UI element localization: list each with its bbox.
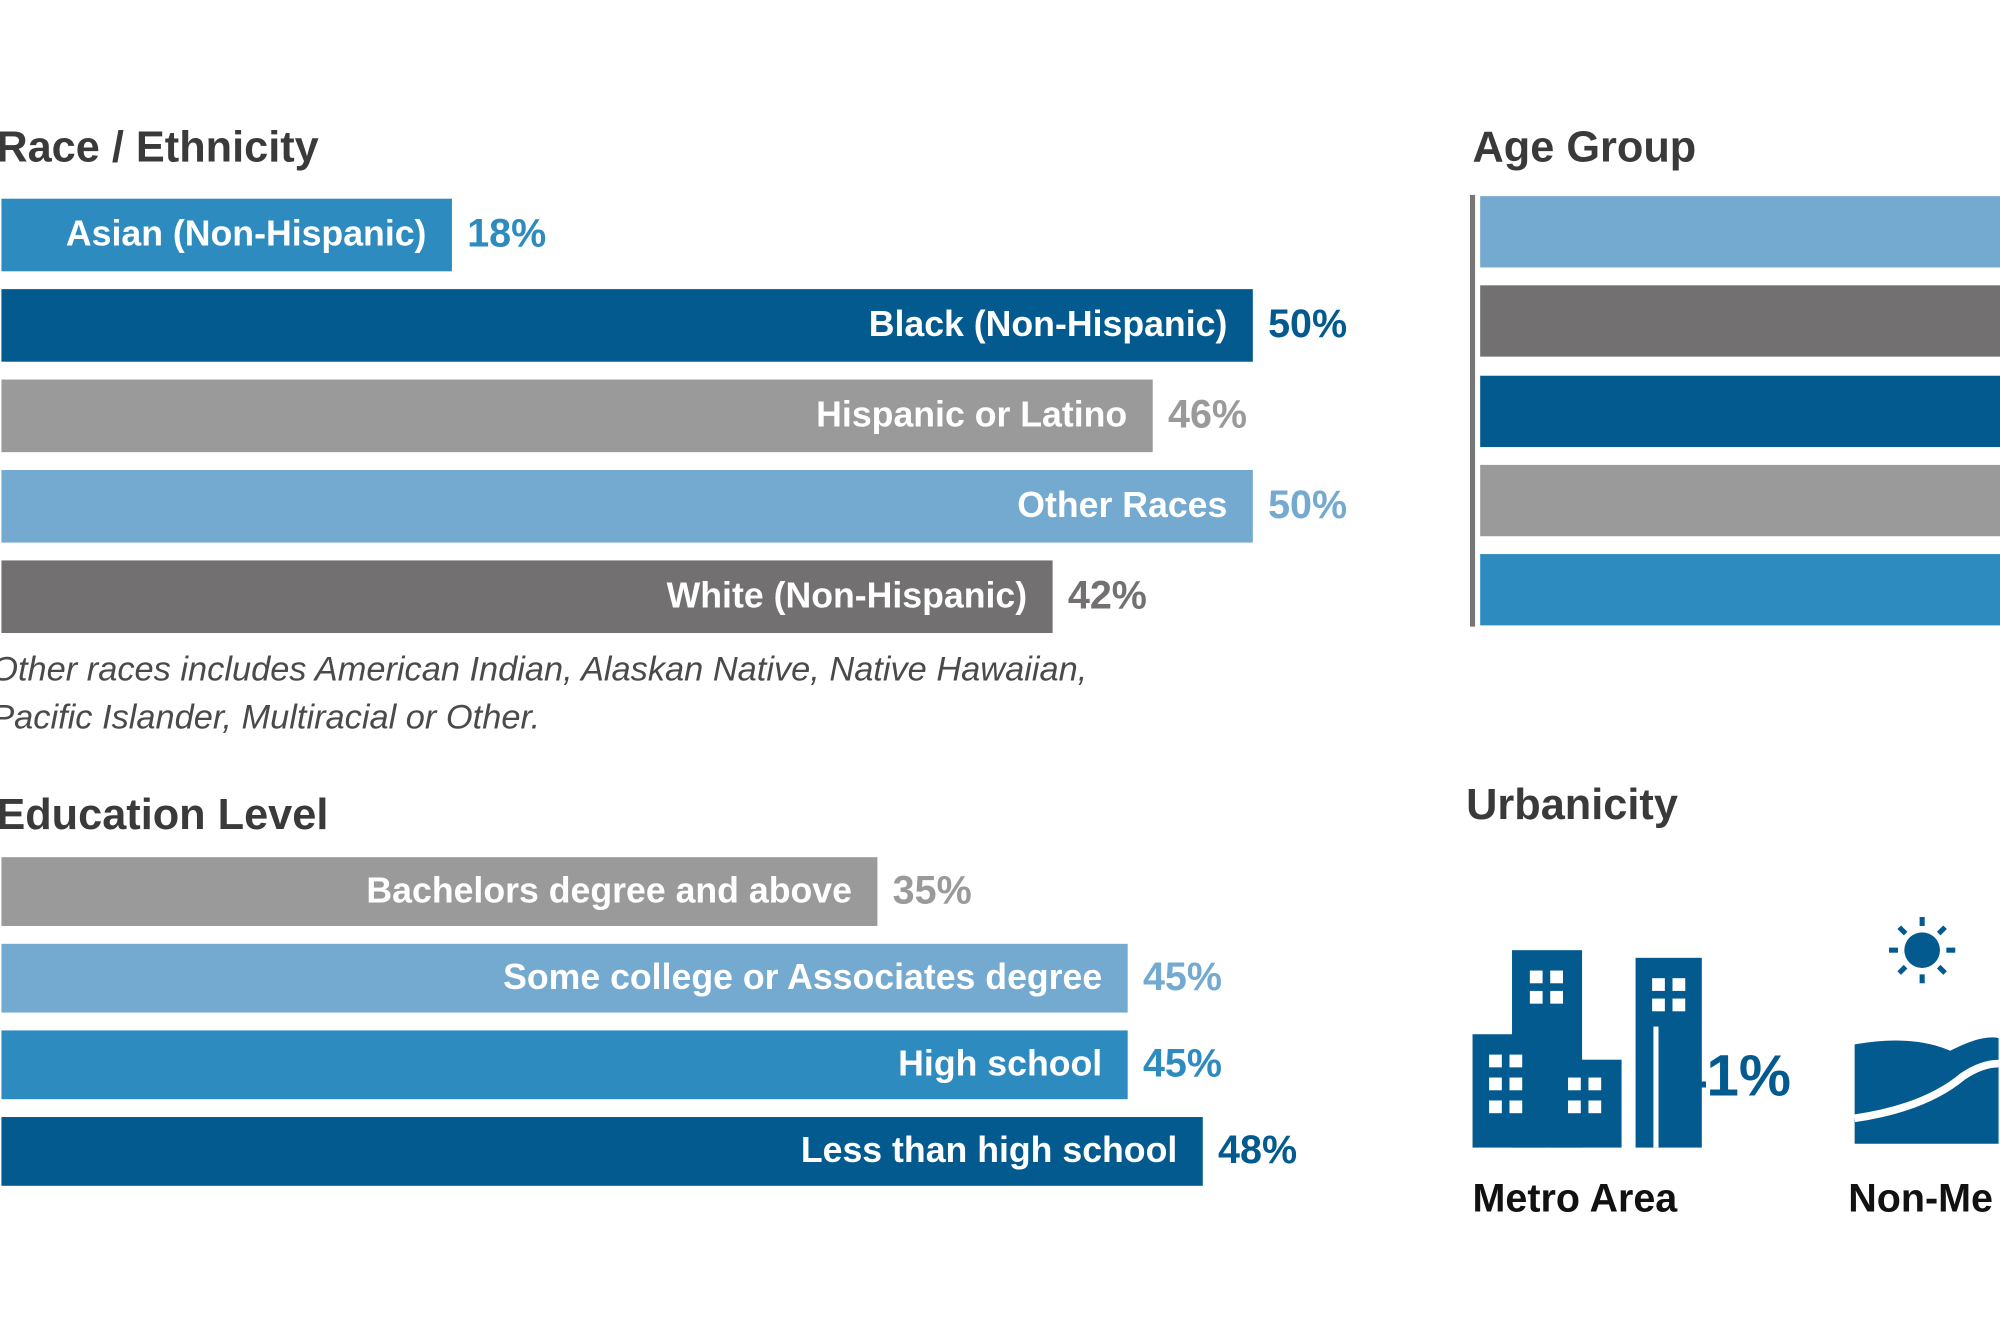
- bar: [1, 198, 452, 272]
- bar: [1, 943, 1128, 1013]
- value-label: 42%: [1068, 573, 1147, 617]
- bar-label: Less than high school: [801, 1130, 1177, 1170]
- value-label: 46%: [1168, 393, 1247, 437]
- bar-label: Hispanic or Latino: [816, 395, 1127, 435]
- cropped-bar: [1480, 285, 2000, 357]
- bar: [1, 560, 1053, 634]
- chart-title: Urbanicity: [1466, 781, 1678, 829]
- value-label: 35%: [893, 868, 972, 912]
- cropped-bar: [1480, 554, 2000, 626]
- cropped-bar: [1480, 196, 2000, 268]
- chart-title: Age Group: [1473, 124, 1697, 172]
- bar-label: High school: [898, 1043, 1102, 1083]
- bar: [1, 1030, 1128, 1100]
- city-icon: [1472, 950, 1702, 1148]
- cropped-bar: [1480, 375, 2000, 448]
- value-label: 18%: [467, 212, 546, 256]
- bar: [1, 469, 1253, 543]
- age-group-bars: [1469, 194, 2000, 627]
- category-label: Non-Me: [1848, 1177, 1993, 1221]
- bar: [1, 379, 1153, 453]
- value-label: 45%: [1143, 955, 1222, 999]
- value-label: 48%: [1218, 1128, 1297, 1172]
- chart-title: Race / Ethnicity: [0, 124, 319, 172]
- bar-label: Some college or Associates degree: [503, 957, 1102, 997]
- bar-label: White (Non-Hispanic): [667, 575, 1028, 615]
- cropped-bar: [1480, 464, 2000, 537]
- chart-title: Education Level: [0, 791, 328, 839]
- footnote: Pacific Islander, Multiracial or Other.: [0, 699, 540, 737]
- bar-label: Black (Non-Hispanic): [869, 304, 1228, 344]
- bar-label: Other Races: [1017, 485, 1227, 525]
- footnote: Other races includes American Indian, Al…: [0, 650, 1087, 688]
- bar-label: Asian (Non-Hispanic): [66, 214, 427, 254]
- rural-icon: [1854, 917, 1999, 1144]
- category-label: Metro Area: [1473, 1177, 1679, 1221]
- value-label: 45%: [1143, 1041, 1222, 1085]
- bar-label: Bachelors degree and above: [366, 870, 852, 910]
- axis-line: [1469, 194, 1476, 627]
- value-label: 50%: [1268, 302, 1347, 346]
- bar: [1, 857, 878, 926]
- bar: [1, 1117, 1203, 1186]
- value-label: 41%: [1674, 1044, 1791, 1109]
- bar: [1, 289, 1253, 362]
- value-label: 50%: [1268, 483, 1347, 527]
